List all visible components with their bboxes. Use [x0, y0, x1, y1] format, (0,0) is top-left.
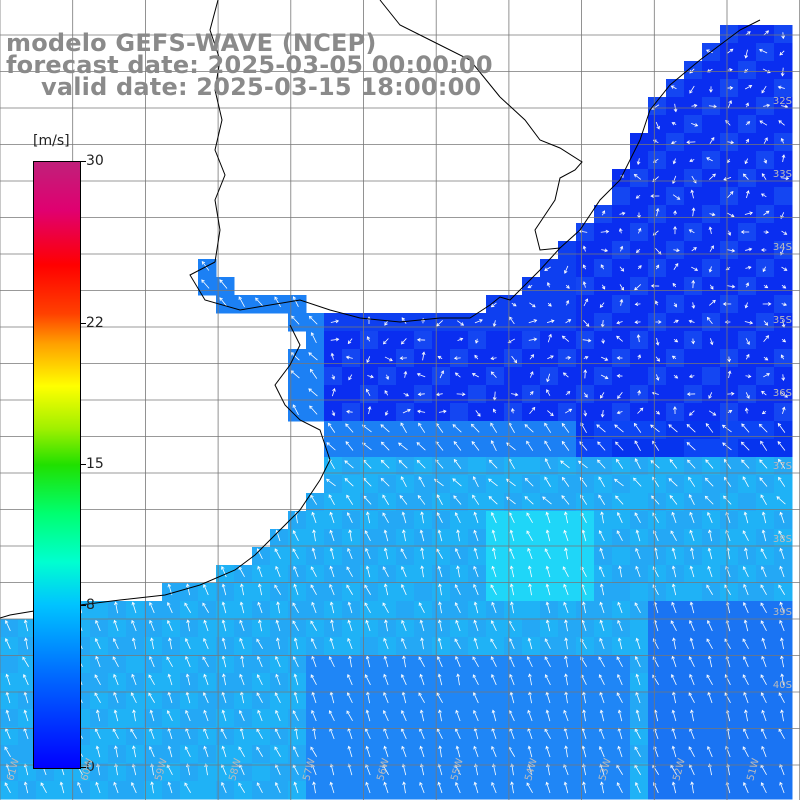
wind-speed-cell	[630, 367, 649, 386]
wind-speed-cell	[576, 547, 595, 566]
colorbar-tick-mark	[80, 161, 86, 162]
wind-speed-cell	[342, 781, 361, 800]
wind-speed-cell	[648, 691, 667, 710]
colorbar-tick-mark	[80, 464, 86, 465]
wind-speed-cell	[630, 583, 649, 602]
wind-speed-cell	[360, 637, 379, 656]
wind-speed-cell	[720, 25, 739, 44]
wind-speed-cell	[468, 385, 487, 404]
wind-speed-cell	[612, 583, 631, 602]
wind-speed-cell	[0, 655, 19, 674]
colorbar-tick-label: 22	[86, 315, 104, 331]
wind-speed-cell	[612, 187, 631, 206]
wind-speed-cell	[702, 601, 721, 620]
latitude-label: 33S	[773, 169, 792, 180]
wind-speed-cell	[324, 745, 343, 764]
wind-speed-cell	[630, 619, 649, 638]
wind-speed-cell	[702, 781, 721, 800]
map-title-valid-date: valid date: 2025-03-15 18:00:00	[41, 75, 481, 99]
colorbar-tick-mark	[80, 323, 86, 324]
wind-speed-cell	[702, 709, 721, 728]
colorbar-tick-label: 30	[86, 153, 104, 169]
wind-speed-cell	[414, 583, 433, 602]
wind-speed-cell	[612, 547, 631, 566]
wind-speed-cell	[702, 367, 721, 386]
wind-speed-cell	[126, 655, 145, 674]
colorbar-tick-label: 8	[86, 597, 95, 613]
latitude-label: 40S	[773, 680, 792, 691]
wind-speed-cell	[702, 187, 721, 206]
wind-speed-cell	[522, 619, 541, 638]
wind-speed-cell	[666, 385, 685, 404]
wind-speed-cell	[702, 727, 721, 746]
wind-speed-cell	[432, 331, 451, 350]
latitude-label: 34S	[773, 242, 792, 253]
wind-speed-cell	[774, 745, 793, 764]
wind-speed-cell	[558, 241, 577, 260]
latitude-label: 38S	[773, 534, 792, 545]
wind-speed-cell	[504, 367, 523, 386]
wind-speed-cell	[450, 691, 469, 710]
wind-speed-cell	[450, 403, 469, 422]
wind-speed-cell	[630, 493, 649, 512]
wind-speed-cell	[198, 781, 217, 800]
latitude-label: 32S	[773, 96, 792, 107]
latitude-label: 39S	[773, 607, 792, 618]
wind-speed-cell	[522, 601, 541, 620]
latitude-label: 37S	[773, 461, 792, 472]
wind-speed-cell	[684, 349, 703, 368]
wind-speed-cell	[684, 583, 703, 602]
colorbar-tick-mark	[80, 605, 86, 606]
latitude-label: 36S	[773, 388, 792, 399]
wind-speed-cell	[486, 331, 505, 350]
wind-speed-cell	[720, 331, 739, 350]
wind-speed-cell	[702, 349, 721, 368]
wind-speed-cell	[666, 439, 685, 458]
wind-speed-cell	[324, 673, 343, 692]
colorbar-tick-label: 15	[86, 456, 104, 472]
wind-speed-cell	[774, 187, 793, 206]
wind-speed-cell	[396, 601, 415, 620]
wind-speed-cell	[702, 439, 721, 458]
wind-speed-cell	[486, 691, 505, 710]
wind-speed-cell	[342, 385, 361, 404]
wind-speed-cell	[738, 493, 757, 512]
wind-speed-field	[0, 25, 793, 800]
colorbar	[33, 161, 81, 769]
colorbar-unit: [m/s]	[33, 133, 70, 149]
latitude-label: 35S	[773, 315, 792, 326]
wind-speed-cell	[702, 115, 721, 134]
wind-speed-cell	[252, 763, 271, 782]
border-uruguay-brazil	[500, 97, 582, 250]
